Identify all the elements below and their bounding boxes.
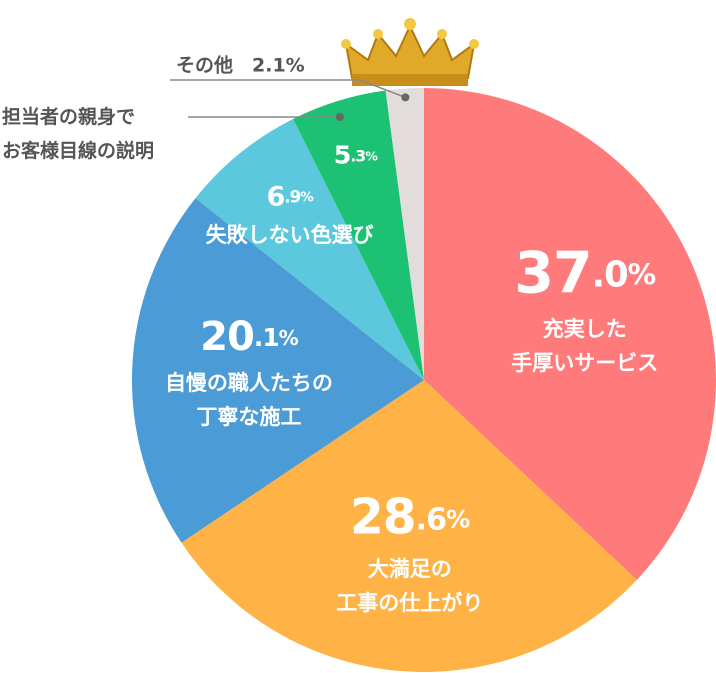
label-part: 6: [267, 181, 285, 212]
pie-slice: [424, 88, 716, 580]
category-label: その他: [176, 54, 233, 77]
label-part: %: [300, 190, 314, 205]
category-label: 担当者の親身でお客様目線の説明: [2, 105, 154, 162]
labels: 37.0% 充実した手厚いサービス 28.6% 大満足の工事の仕上がり 20.1% 自慢の…: [2, 54, 658, 615]
value-label: 28.6%: [350, 490, 470, 546]
label-part: .6: [416, 502, 446, 537]
label-line: 工事の仕上がり: [336, 591, 483, 615]
label-part: %: [279, 325, 299, 349]
label-part: .9: [284, 187, 300, 206]
pie-slice: [181, 380, 637, 673]
label-part: 5: [334, 141, 351, 170]
label-part: 37: [514, 240, 591, 306]
label-line: 大満足の: [368, 557, 452, 581]
label-part: .1: [254, 323, 279, 352]
label-line: 手厚いサービス: [511, 351, 658, 375]
value-label: 5.3%: [334, 141, 378, 170]
label-line: 丁寧な施工: [196, 405, 301, 429]
pie-slice: [385, 88, 424, 380]
pie: [132, 88, 716, 673]
label-line: 失敗しない色選び: [206, 223, 374, 247]
value-label: 37.0%: [514, 240, 655, 306]
label-line: 担当者の親身で: [2, 105, 135, 128]
leader-dot: [335, 113, 344, 121]
category-label: 大満足の工事の仕上がり: [336, 557, 483, 615]
label-line: 自慢の職人たちの: [165, 371, 333, 395]
leader-line: [170, 79, 406, 99]
pie-slice: [293, 90, 424, 380]
label-part: .0: [592, 254, 628, 295]
label-part: %: [628, 258, 656, 291]
label-part: 28: [350, 490, 416, 546]
value-label: 6.9%: [267, 181, 315, 212]
value-label: 2.1%: [252, 55, 305, 77]
pie-slice: [132, 198, 424, 543]
category-label: 失敗しない色選び: [206, 223, 374, 247]
pie-slice: [195, 118, 424, 381]
category-label: 充実した手厚いサービス: [511, 317, 658, 375]
category-label: 自慢の職人たちの丁寧な施工: [165, 371, 333, 429]
value-label: 20.1%: [200, 314, 299, 360]
label-part: %: [365, 148, 378, 163]
label-part: %: [446, 505, 470, 534]
label-line: お客様目線の説明: [2, 139, 154, 162]
label-part: 20: [200, 314, 254, 360]
label-part: .3: [350, 146, 365, 165]
crown-icon: [341, 18, 479, 86]
label-line: 充実した: [543, 317, 627, 341]
leader-dot: [401, 93, 410, 102]
